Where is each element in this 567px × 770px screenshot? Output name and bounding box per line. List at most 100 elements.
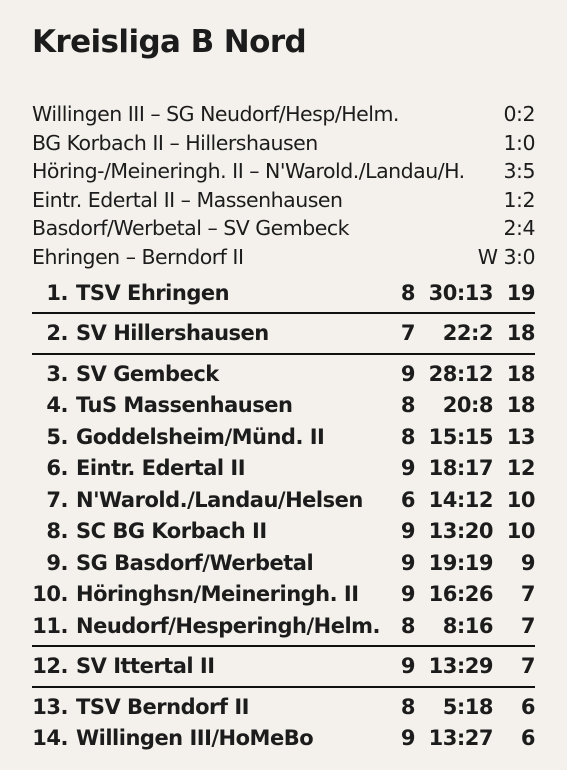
team-name: SV Ittertal II (76, 654, 215, 679)
games-played: 9 (400, 456, 416, 481)
games-played: 9 (400, 582, 416, 607)
goal-ratio: 28:12 (428, 361, 494, 386)
team-name: Höringhsn/Meineringh. II (76, 582, 359, 607)
rank: 2. (46, 321, 68, 346)
goal-ratio: 8:16 (442, 613, 494, 638)
goal-ratio: 16:26 (428, 582, 494, 607)
rank: 3. (46, 361, 68, 386)
games-played: 9 (400, 550, 416, 575)
games-played: 8 (400, 280, 416, 305)
table-divider (32, 312, 535, 315)
goal-ratio: 19:19 (428, 550, 494, 575)
games-played: 8 (400, 424, 416, 449)
games-played: 9 (400, 361, 416, 386)
rank: 11. (32, 613, 68, 638)
table-row: 1. TSV Ehringen 8 30:13 19 (32, 278, 535, 310)
result-score: 0:2 (503, 102, 536, 126)
result-match: Willingen III – SG Neudorf/Hesp/Helm. (32, 102, 399, 126)
result-row: BG Korbach II – Hillershausen 1:0 (32, 129, 536, 158)
rank: 7. (46, 487, 68, 512)
rank: 13. (32, 694, 68, 719)
goal-ratio: 20:8 (442, 393, 494, 418)
points: 9 (520, 550, 536, 575)
points: 7 (520, 582, 536, 607)
games-played: 8 (400, 694, 416, 719)
games-played: 9 (400, 726, 416, 751)
games-played: 7 (400, 321, 416, 346)
rank: 5. (46, 424, 68, 449)
team-name: SG Basdorf/Werbetal (76, 550, 314, 575)
rank: 10. (32, 582, 68, 607)
table-row: 7. N'Warold./Landau/Helsen 6 14:12 10 (32, 485, 535, 517)
team-name: TuS Massenhausen (76, 393, 293, 418)
rank: 6. (46, 456, 68, 481)
games-played: 6 (400, 487, 416, 512)
table-divider (32, 645, 535, 648)
goal-ratio: 13:29 (428, 654, 494, 679)
points: 12 (506, 456, 536, 481)
goal-ratio: 15:15 (428, 424, 494, 449)
rank: 14. (32, 726, 68, 751)
goal-ratio: 5:18 (442, 694, 494, 719)
goal-ratio: 13:27 (428, 726, 494, 751)
result-row: Willingen III – SG Neudorf/Hesp/Helm. 0:… (32, 100, 536, 129)
result-row: Ehringen – Berndorf II W 3:0 (32, 243, 536, 272)
rank: 12. (32, 654, 68, 679)
result-match: Eintr. Edertal II – Massenhausen (32, 187, 343, 212)
team-name: Goddelsheim/Münd. II (76, 424, 325, 449)
games-played: 8 (400, 393, 416, 418)
goal-ratio: 13:20 (428, 519, 494, 544)
team-name: Willingen III/HoMeBo (76, 726, 314, 751)
points: 18 (506, 393, 536, 418)
result-match: Basdorf/Werbetal – SV Gembeck (32, 216, 350, 241)
goal-ratio: 22:2 (442, 321, 494, 346)
points: 6 (520, 726, 536, 751)
goal-ratio: 14:12 (428, 487, 494, 512)
result-score: W 3:0 (477, 244, 536, 269)
result-score: 1:0 (503, 130, 536, 155)
rank: 1. (46, 280, 68, 305)
result-match: Ehringen – Berndorf II (32, 244, 244, 269)
result-score: 1:2 (503, 187, 536, 212)
points: 13 (506, 424, 536, 449)
page-title: Kreisliga B Nord (32, 24, 307, 60)
points: 10 (506, 519, 536, 544)
games-played: 8 (400, 613, 416, 638)
points: 19 (506, 280, 536, 305)
team-name: Eintr. Edertal II (76, 456, 246, 481)
goal-ratio: 30:13 (428, 280, 494, 305)
goal-ratio: 18:17 (428, 456, 494, 481)
team-name: SV Hillershausen (76, 321, 269, 346)
team-name: TSV Berndorf II (76, 694, 249, 719)
points: 7 (520, 613, 536, 638)
rank: 9. (46, 550, 68, 575)
result-match: BG Korbach II – Hillershausen (32, 130, 318, 155)
rank: 8. (46, 519, 68, 544)
team-name: TSV Ehringen (76, 280, 230, 305)
table-row: 14. Willingen III/HoMeBo 9 13:27 6 (32, 723, 535, 755)
table-row: 10. Höringhsn/Meineringh. II 9 16:26 7 (32, 579, 535, 611)
points: 18 (506, 321, 536, 346)
table-row: 3. SV Gembeck 9 28:12 18 (32, 359, 535, 391)
points: 6 (520, 694, 536, 719)
table-row: 13. TSV Berndorf II 8 5:18 6 (32, 692, 535, 724)
team-name: Neudorf/Hesperingh/Helm. (76, 613, 381, 638)
result-row: Eintr. Edertal II – Massenhausen 1:2 (32, 186, 536, 215)
table-row: 5. Goddelsheim/Münd. II 8 15:15 13 (32, 422, 535, 454)
result-score: 2:4 (503, 216, 536, 241)
table-divider (32, 685, 535, 688)
results-list: Willingen III – SG Neudorf/Hesp/Helm. 0:… (32, 100, 536, 272)
team-name: SC BG Korbach II (76, 519, 267, 544)
team-name: SV Gembeck (76, 361, 219, 386)
result-match: Höring-/Meineringh. II – N'Warold./Landa… (32, 159, 465, 184)
table-row: 9. SG Basdorf/Werbetal 9 19:19 9 (32, 548, 535, 580)
points: 7 (520, 654, 536, 679)
table-row: 8. SC BG Korbach II 9 13:20 10 (32, 516, 535, 548)
standings-table: 1. TSV Ehringen 8 30:13 19 2. SV Hillers… (32, 278, 536, 755)
table-row: 2. SV Hillershausen 7 22:2 18 (32, 318, 535, 350)
games-played: 9 (400, 654, 416, 679)
table-divider (32, 352, 535, 355)
table-row: 4. TuS Massenhausen 8 20:8 18 (32, 390, 535, 422)
table-row: 11. Neudorf/Hesperingh/Helm. 8 8:16 7 (32, 611, 535, 643)
